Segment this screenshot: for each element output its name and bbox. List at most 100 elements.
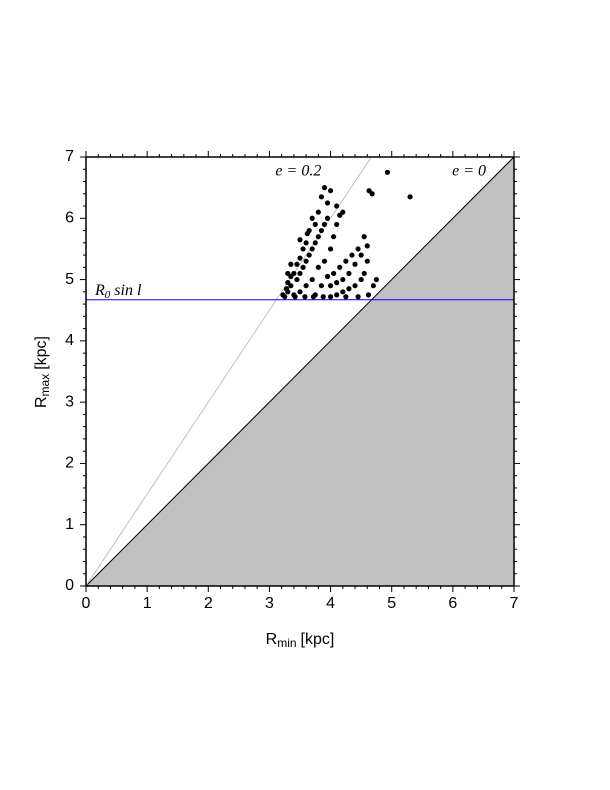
point: [346, 286, 352, 292]
point: [292, 294, 298, 300]
point: [340, 209, 346, 215]
point: [358, 252, 364, 258]
x-label-sub: min: [277, 636, 296, 650]
plot-frame: [85, 156, 515, 587]
point: [327, 283, 334, 289]
point: [364, 243, 370, 249]
point: [334, 280, 340, 286]
point: [288, 261, 294, 267]
y-tick-label: 6: [65, 210, 74, 227]
x-tick-label: 7: [510, 595, 519, 612]
point: [361, 234, 367, 240]
point: [327, 188, 334, 194]
x-label-unit: [kpc]: [301, 631, 335, 648]
point: [355, 294, 361, 300]
point: [312, 240, 318, 246]
point: [321, 185, 328, 191]
point: [343, 258, 349, 264]
point: [340, 276, 346, 283]
point: [352, 261, 358, 267]
reference-line: [85, 156, 515, 587]
point: [294, 276, 300, 283]
point: [327, 246, 334, 252]
point: [364, 258, 370, 264]
point: [331, 270, 337, 277]
point: [303, 240, 309, 246]
point: [337, 264, 343, 270]
point: [304, 231, 310, 237]
point: [283, 286, 290, 292]
point: [340, 289, 346, 295]
hline-label-rest: sin l: [110, 282, 142, 299]
y-tick-label: 4: [65, 332, 74, 349]
point: [361, 270, 367, 277]
y-tick-label: 0: [65, 577, 74, 594]
x-tick-label: 4: [326, 595, 335, 612]
point: [309, 276, 315, 283]
point: [334, 203, 340, 209]
point: [384, 169, 391, 175]
point: [407, 194, 413, 200]
point: [370, 283, 376, 289]
point: [358, 276, 364, 283]
point: [334, 292, 340, 298]
point: [346, 270, 352, 277]
point: [334, 221, 340, 228]
point: [318, 194, 324, 200]
point: [315, 264, 321, 270]
point: [310, 294, 317, 300]
y-label-main: R: [33, 396, 50, 408]
x-label-main: R: [266, 631, 278, 648]
point: [300, 264, 306, 270]
point: [327, 294, 334, 300]
y-label-sub: max: [38, 374, 52, 397]
point: [297, 255, 303, 261]
x-tick-label: 2: [204, 595, 213, 612]
point: [321, 221, 328, 228]
point: [324, 215, 331, 221]
point: [280, 292, 286, 298]
point: [303, 283, 309, 289]
hline-label-main: R: [94, 282, 105, 299]
y-tick-label: 3: [65, 393, 74, 410]
point: [365, 292, 372, 298]
point: [331, 234, 337, 240]
y-tick-label: 7: [65, 148, 74, 165]
x-tick-label: 6: [448, 595, 457, 612]
point: [297, 237, 303, 243]
x-tick-label: 5: [387, 595, 396, 612]
hline-label-sub: 0: [105, 289, 111, 301]
y-tick-label: 5: [65, 271, 74, 288]
x-tick-label: 1: [143, 595, 152, 612]
y-label-unit: [kpc]: [33, 336, 50, 370]
point: [349, 252, 355, 258]
point: [318, 283, 324, 289]
x-tick-label: 0: [82, 595, 91, 612]
point: [300, 246, 306, 252]
point: [315, 234, 321, 240]
point: [297, 270, 303, 277]
point: [321, 258, 328, 264]
point: [302, 294, 308, 300]
point: [369, 191, 375, 197]
point: [297, 289, 303, 295]
hline-label: R0 sin l: [94, 282, 142, 301]
point: [285, 280, 291, 286]
x-tick-label: 3: [265, 595, 274, 612]
point: [315, 209, 321, 215]
reference-line: [85, 156, 372, 587]
point: [352, 283, 358, 289]
point: [312, 221, 318, 228]
point: [309, 215, 315, 221]
reference-label: e = 0.2: [275, 163, 321, 180]
x-axis-label: Rmin [kpc]: [266, 631, 335, 650]
point: [303, 258, 309, 264]
point: [318, 227, 324, 234]
y-axis-label: Rmax [kpc]: [33, 336, 52, 408]
point: [324, 273, 331, 280]
point: [306, 252, 312, 258]
point: [320, 294, 326, 300]
point: [309, 246, 315, 252]
